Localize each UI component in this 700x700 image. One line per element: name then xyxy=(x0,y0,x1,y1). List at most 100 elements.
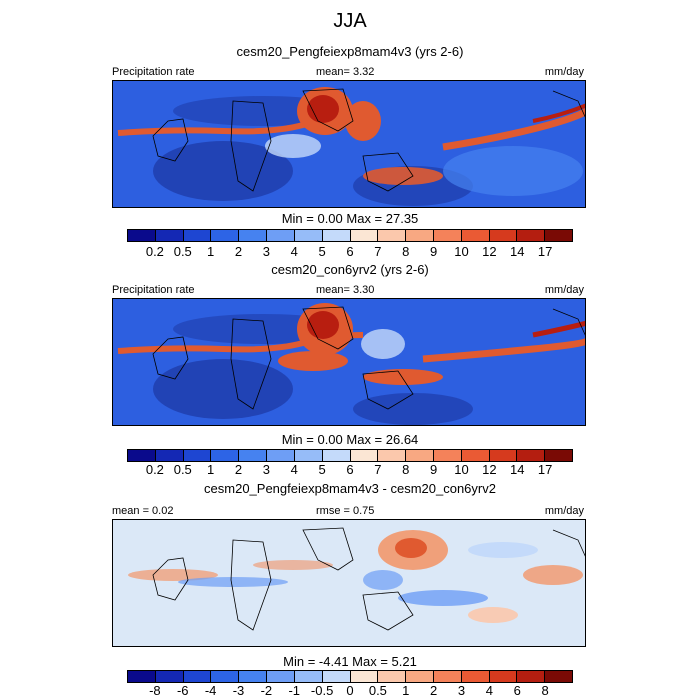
monsoon-core xyxy=(278,351,348,371)
colorbar-tick-label: -3 xyxy=(232,683,245,698)
colorbar-tick-label: 0.5 xyxy=(368,683,387,698)
positive-anomaly xyxy=(253,560,333,570)
colorbar-swatch xyxy=(267,230,295,241)
colorbar-swatch xyxy=(545,230,572,241)
colorbar-swatch xyxy=(489,450,518,461)
colorbar-swatch xyxy=(489,671,518,682)
panel-1-variable-label: Precipitation rate xyxy=(112,66,195,78)
colorbar-swatch xyxy=(294,450,323,461)
light-rain-area xyxy=(361,329,405,359)
colorbar-tick-label: 4 xyxy=(290,244,298,259)
dry-zone xyxy=(153,359,293,419)
colorbar-swatch xyxy=(406,230,434,241)
colorbar-swatch xyxy=(461,230,490,241)
coastline xyxy=(552,308,585,336)
monsoon-core xyxy=(307,95,339,123)
panel-1-map-svg xyxy=(113,81,585,207)
panel-3-map xyxy=(112,519,586,647)
colorbar-swatch xyxy=(183,230,212,241)
itcz-core xyxy=(532,103,585,123)
positive-anomaly xyxy=(128,569,218,581)
colorbar-swatch xyxy=(378,450,407,461)
positive-anomaly xyxy=(468,607,518,623)
colorbar-tick-label: 1 xyxy=(402,683,410,698)
colorbar-tick-label: 2 xyxy=(430,683,438,698)
panel-2-variable-label: Precipitation rate xyxy=(112,284,195,296)
colorbar-tick-label: 0.5 xyxy=(173,244,192,259)
colorbar-tick-label: 6 xyxy=(513,683,521,698)
colorbar-swatch xyxy=(239,230,268,241)
panel-2-minmax: Min = 0.00 Max = 26.64 xyxy=(281,432,419,447)
colorbar-swatch xyxy=(322,230,351,241)
panel-1-units-label: mm/day xyxy=(544,66,584,78)
colorbar-tick-label: 6 xyxy=(346,244,354,259)
colorbar-tick-label: 6 xyxy=(346,462,354,477)
panel-1-colorbar xyxy=(127,229,573,242)
panel-2-map xyxy=(112,298,586,426)
coastline xyxy=(552,90,585,118)
coastline xyxy=(302,306,354,350)
page-title: JJA xyxy=(333,10,367,32)
colorbar-tick-label: -0.5 xyxy=(310,683,334,698)
colorbar-tick-label: 9 xyxy=(430,462,438,477)
colorbar-tick-label: 8 xyxy=(402,462,410,477)
colorbar-swatch xyxy=(267,450,295,461)
positive-anomaly xyxy=(523,565,583,585)
coastline xyxy=(302,527,354,571)
monsoon-core xyxy=(307,311,339,339)
colorbar-tick-label: 17 xyxy=(537,244,553,259)
colorbar-swatch xyxy=(350,230,379,241)
colorbar-swatch xyxy=(461,450,490,461)
negative-anomaly xyxy=(178,577,288,587)
panel-1-map xyxy=(112,80,586,208)
coastline xyxy=(230,539,272,631)
positive-anomaly xyxy=(395,538,427,558)
colorbar-tick-label: 10 xyxy=(454,462,469,477)
colorbar-swatch xyxy=(128,230,156,241)
panel-1-minmax: Min = 0.00 Max = 27.35 xyxy=(281,211,419,226)
colorbar-swatch xyxy=(211,450,240,461)
colorbar-swatch xyxy=(211,230,240,241)
colorbar-tick-label: 3 xyxy=(457,683,466,698)
rain-band xyxy=(363,369,443,385)
colorbar-tick-label: -6 xyxy=(176,683,189,698)
itcz-core xyxy=(532,320,585,338)
colorbar-swatch xyxy=(155,450,184,461)
colorbar-swatch xyxy=(489,230,518,241)
colorbar-tick-label: -1 xyxy=(288,683,301,698)
panel-2-colorbar xyxy=(127,449,573,462)
coastline xyxy=(230,100,272,192)
moist-zone xyxy=(443,146,583,196)
colorbar-tick-label: -4 xyxy=(204,683,217,698)
panel-2-colorbar-ticks: 0.2 0.5 1 2 3 4 5 6 7 8 9 10 12 14 17 xyxy=(127,462,573,478)
colorbar-tick-label: 4 xyxy=(290,462,298,477)
colorbar-swatch xyxy=(155,230,184,241)
colorbar-tick-label: 7 xyxy=(374,244,382,259)
colorbar-tick-label: 2 xyxy=(234,244,243,259)
colorbar-swatch xyxy=(128,671,156,682)
colorbar-swatch xyxy=(183,671,212,682)
colorbar-tick-label: 0.5 xyxy=(173,462,192,477)
colorbar-tick-label: 0.2 xyxy=(145,244,164,259)
coastline xyxy=(362,152,414,192)
panel-1-colorbar-ticks: 0.2 0.5 1 2 3 4 5 6 7 8 9 10 12 14 17 xyxy=(127,244,573,260)
colorbar-tick-label: 5 xyxy=(318,462,326,477)
panel-1-title: cesm20_Pengfeiexp8mam4v3 (yrs 2-6) xyxy=(236,44,464,59)
panel-2-units-label: mm/day xyxy=(544,284,584,296)
colorbar-swatch xyxy=(433,450,462,461)
colorbar-swatch xyxy=(517,671,546,682)
colorbar-tick-label: 0.2 xyxy=(145,462,164,477)
colorbar-tick-label: 14 xyxy=(510,462,525,477)
colorbar-tick-label: 3 xyxy=(262,244,270,259)
coastline xyxy=(302,88,354,132)
colorbar-swatch xyxy=(545,450,572,461)
colorbar-tick-label: -2 xyxy=(260,683,273,698)
colorbar-tick-label: 3 xyxy=(262,462,270,477)
coastline xyxy=(552,529,585,557)
panel-3-mean-label: mean = 0.02 xyxy=(112,505,174,517)
colorbar-swatch xyxy=(239,671,268,682)
colorbar-tick-label: 4 xyxy=(485,683,493,698)
dry-zone xyxy=(353,393,473,425)
rain-band xyxy=(363,167,443,185)
coastline xyxy=(362,370,414,410)
